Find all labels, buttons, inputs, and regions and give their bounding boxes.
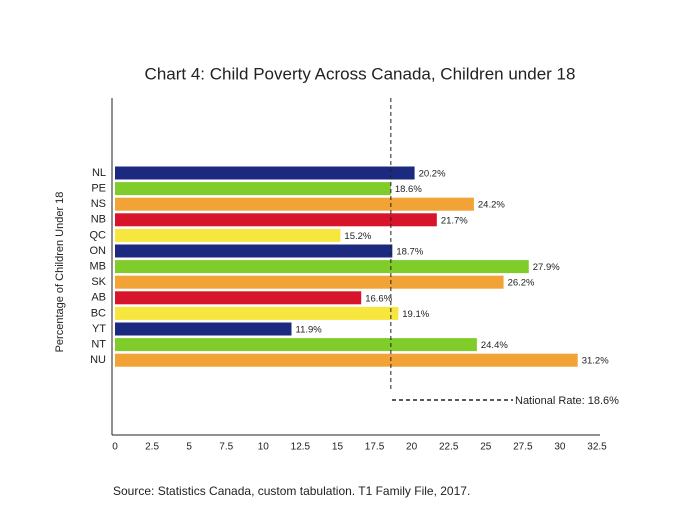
x-tick-label: 12.5 xyxy=(291,442,311,453)
bar xyxy=(115,291,362,305)
y-tick-label: SK xyxy=(91,276,106,288)
bar xyxy=(115,213,437,227)
value-label: 24.4% xyxy=(481,340,508,351)
bar xyxy=(115,322,292,336)
x-tick-label: 0 xyxy=(112,442,118,453)
x-tick-label: 22.5 xyxy=(439,442,459,453)
y-tick-label: AB xyxy=(91,292,106,304)
value-label: 21.7% xyxy=(441,215,468,226)
source-note: Source: Statistics Canada, custom tabula… xyxy=(113,484,470,498)
value-label: 18.6% xyxy=(395,184,422,195)
value-label: 19.1% xyxy=(402,309,429,320)
value-label: 26.2% xyxy=(508,278,535,289)
y-tick-label: NT xyxy=(91,339,106,351)
y-tick-label: NL xyxy=(92,167,106,179)
x-tick-label: 20 xyxy=(406,442,418,453)
x-tick-label: 15 xyxy=(332,442,344,453)
bar xyxy=(115,338,477,352)
y-tick-label: PE xyxy=(91,183,106,195)
bar xyxy=(115,197,474,211)
x-tick-label: 30 xyxy=(554,442,566,453)
bar xyxy=(115,228,341,242)
value-label: 11.9% xyxy=(295,325,322,336)
y-tick-label: YT xyxy=(92,323,106,335)
y-tick-label: MB xyxy=(90,261,107,273)
y-axis-label: Percentage of Children Under 18 xyxy=(54,192,66,353)
y-tick-label: BC xyxy=(91,307,106,319)
y-tick-label: QC xyxy=(90,229,107,241)
value-label: 15.2% xyxy=(344,231,371,242)
bar xyxy=(115,275,504,289)
x-tick-label: 2.5 xyxy=(145,442,159,453)
chart-title: Chart 4: Child Poverty Across Canada, Ch… xyxy=(145,64,576,83)
value-label: 18.7% xyxy=(396,247,423,258)
bar xyxy=(115,166,415,180)
annotation-label: National Rate: 18.6% xyxy=(515,395,619,407)
bar xyxy=(115,182,391,196)
bar xyxy=(115,306,399,320)
y-tick-label: NS xyxy=(91,198,106,210)
value-label: 27.9% xyxy=(533,262,560,273)
x-tick-label: 27.5 xyxy=(513,442,533,453)
bar xyxy=(115,353,578,367)
x-tick-label: 25 xyxy=(480,442,492,453)
value-label: 16.6% xyxy=(365,293,392,304)
value-label: 31.2% xyxy=(582,356,609,367)
value-label: 20.2% xyxy=(419,169,446,180)
x-tick-label: 17.5 xyxy=(365,442,385,453)
y-tick-label: NU xyxy=(90,354,106,366)
y-tick-label: NB xyxy=(91,214,106,226)
x-tick-label: 32.5 xyxy=(587,442,607,453)
bar xyxy=(115,244,393,258)
x-tick-label: 10 xyxy=(258,442,270,453)
x-tick-label: 5 xyxy=(186,442,192,453)
y-tick-label: ON xyxy=(90,245,107,257)
value-label: 24.2% xyxy=(478,200,505,211)
bar xyxy=(115,260,529,274)
x-tick-label: 7.5 xyxy=(219,442,233,453)
